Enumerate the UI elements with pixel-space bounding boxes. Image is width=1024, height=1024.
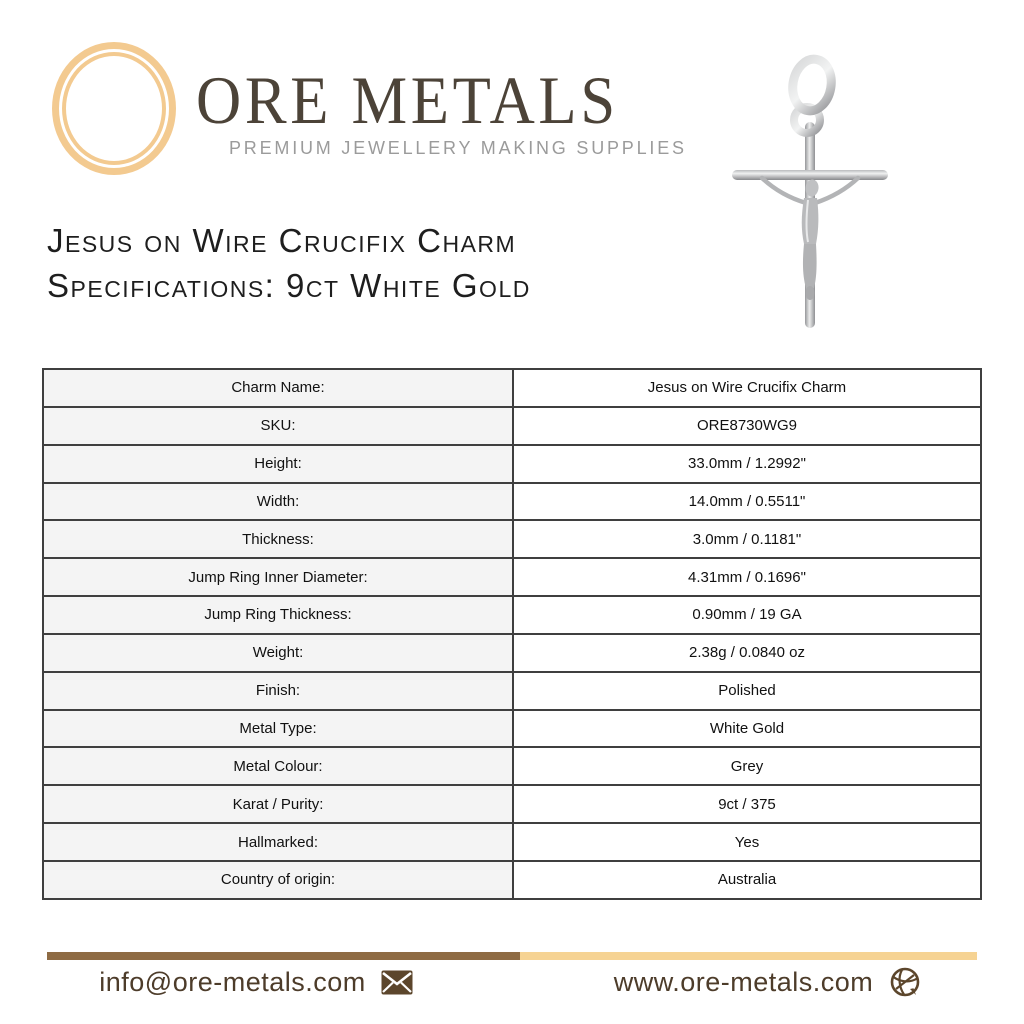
brand-ring-inner-circle — [62, 52, 166, 165]
spec-value: 14.0mm / 0.5511" — [512, 481, 982, 522]
spec-label: Charm Name: — [42, 368, 514, 408]
spec-value: 3.0mm / 0.1181" — [512, 519, 982, 560]
globe-icon — [888, 965, 922, 999]
table-row: Country of origin: Australia — [42, 859, 982, 901]
spec-label: Height: — [42, 443, 514, 484]
spec-value: 0.90mm / 19 GA — [512, 595, 982, 635]
footer-divider-left-segment — [47, 952, 520, 960]
spec-value: Polished — [512, 670, 982, 711]
spec-label: Width: — [42, 481, 514, 522]
table-row: Weight: 2.38g / 0.0840 oz — [42, 632, 982, 673]
envelope-icon — [381, 970, 413, 995]
table-row: Metal Colour: Grey — [42, 746, 982, 787]
spec-label: Hallmarked: — [42, 822, 514, 862]
spec-label: Country of origin: — [42, 859, 514, 901]
brand-name: ORE METALS — [196, 62, 619, 138]
corpus-head — [805, 179, 819, 197]
table-row: Jump Ring Inner Diameter: 4.31mm / 0.169… — [42, 557, 982, 598]
spec-value: Jesus on Wire Crucifix Charm — [512, 368, 982, 408]
table-row: Width: 14.0mm / 0.5511" — [42, 481, 982, 522]
spec-label: Karat / Purity: — [42, 784, 514, 825]
spec-label: SKU: — [42, 405, 514, 446]
product-photo-crucifix-charm — [732, 54, 888, 328]
footer-website-text: www.ore-metals.com — [613, 966, 874, 997]
table-row: SKU: ORE8730WG9 — [42, 405, 982, 446]
spec-value: White Gold — [512, 708, 982, 749]
footer-email-group: info@ore-metals.com — [0, 960, 512, 1004]
brand-ring-icon — [52, 42, 176, 175]
spec-label: Jump Ring Thickness: — [42, 595, 514, 635]
footer-contacts: info@ore-metals.com www.ore-metals.com — [0, 960, 1024, 1004]
page-title-line2: Specifications: 9ct White Gold — [47, 267, 531, 304]
spec-label: Thickness: — [42, 519, 514, 560]
spec-value: 33.0mm / 1.2992" — [512, 443, 982, 484]
table-row: Hallmarked: Yes — [42, 822, 982, 862]
spec-value: Yes — [512, 822, 982, 862]
table-row: Finish: Polished — [42, 670, 982, 711]
corpus-feet — [805, 286, 815, 300]
page-title: Jesus on Wire Crucifix Charm Specificati… — [47, 218, 531, 308]
spec-value: 2.38g / 0.0840 oz — [512, 632, 982, 673]
brand-tagline: PREMIUM JEWELLERY MAKING SUPPLIES — [229, 138, 687, 158]
table-row: Charm Name: Jesus on Wire Crucifix Charm — [42, 368, 982, 408]
spec-label: Metal Type: — [42, 708, 514, 749]
spec-value: 4.31mm / 0.1696" — [512, 557, 982, 598]
corpus-legs — [802, 244, 817, 288]
table-row: Height: 33.0mm / 1.2992" — [42, 443, 982, 484]
footer-divider-right-segment — [520, 952, 977, 960]
footer-email-text: info@ore-metals.com — [99, 966, 366, 997]
spec-value: 9ct / 375 — [512, 784, 982, 825]
spec-label: Finish: — [42, 670, 514, 711]
corpus-torso — [801, 198, 819, 244]
footer-divider-bar — [47, 952, 977, 960]
spec-table: Charm Name: Jesus on Wire Crucifix Charm… — [42, 368, 982, 901]
footer-website-group: www.ore-metals.com — [512, 960, 1024, 1004]
cross-horizontal-bar — [732, 170, 888, 180]
jump-ring — [788, 54, 836, 116]
spec-value: ORE8730WG9 — [512, 405, 982, 446]
page-title-line1: Jesus on Wire Crucifix Charm — [47, 222, 517, 259]
corpus-arm-left — [759, 175, 809, 206]
spec-value: Grey — [512, 746, 982, 787]
table-row: Thickness: 3.0mm / 0.1181" — [42, 519, 982, 560]
spec-label: Metal Colour: — [42, 746, 514, 787]
spec-label: Weight: — [42, 632, 514, 673]
table-row: Metal Type: White Gold — [42, 708, 982, 749]
spec-value: Australia — [512, 859, 982, 901]
table-row: Karat / Purity: 9ct / 375 — [42, 784, 982, 825]
table-row: Jump Ring Thickness: 0.90mm / 19 GA — [42, 595, 982, 635]
corpus-arm-right — [812, 175, 861, 206]
spec-label: Jump Ring Inner Diameter: — [42, 557, 514, 598]
